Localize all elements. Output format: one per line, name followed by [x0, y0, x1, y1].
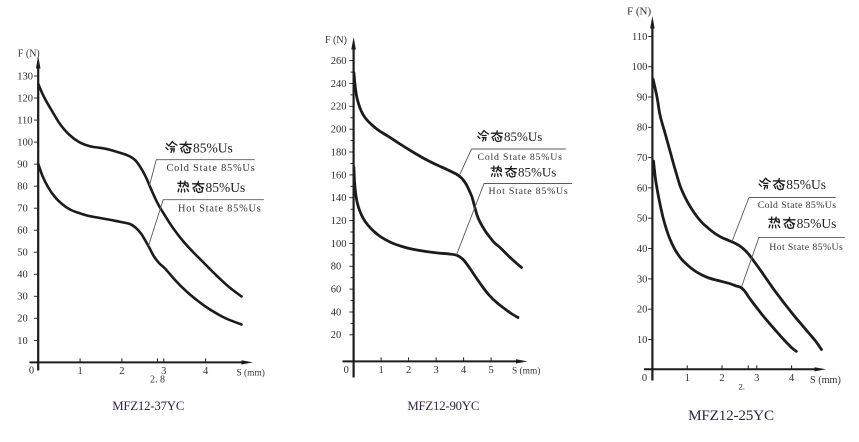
svg-text:140: 140	[331, 193, 347, 204]
svg-text:220: 220	[331, 102, 347, 113]
svg-text:60: 60	[17, 226, 28, 237]
svg-text:2: 2	[719, 373, 724, 384]
svg-text:2: 2	[406, 365, 411, 376]
svg-text:10: 10	[17, 336, 28, 347]
svg-text:90: 90	[17, 160, 28, 171]
svg-text:1: 1	[685, 373, 690, 384]
svg-text:Cold State 85%Us: Cold State 85%Us	[167, 163, 256, 174]
svg-text:MFZ12-37YC: MFZ12-37YC	[112, 399, 184, 413]
svg-text:110: 110	[632, 32, 647, 43]
svg-text:240: 240	[331, 79, 347, 90]
svg-text:4: 4	[789, 373, 795, 384]
svg-text:70: 70	[637, 153, 648, 164]
svg-text:Hot State 85%Us: Hot State 85%Us	[178, 204, 262, 215]
svg-text:85%Us: 85%Us	[786, 177, 826, 192]
svg-text:70: 70	[17, 204, 28, 215]
svg-text:110: 110	[17, 116, 32, 127]
svg-text:3: 3	[433, 365, 438, 376]
svg-text:40: 40	[331, 307, 342, 318]
svg-text:F (N): F (N)	[325, 35, 347, 46]
svg-text:0: 0	[642, 373, 647, 384]
svg-text:MFZ12-25YC: MFZ12-25YC	[688, 407, 774, 424]
svg-text:5: 5	[488, 365, 493, 376]
svg-text:3: 3	[754, 373, 759, 384]
svg-text:20: 20	[17, 314, 28, 325]
svg-text:260: 260	[331, 56, 347, 67]
svg-text:4: 4	[461, 365, 467, 376]
svg-text:85%Us: 85%Us	[206, 180, 246, 195]
svg-text:1: 1	[378, 365, 383, 376]
svg-text:80: 80	[637, 123, 648, 134]
svg-text:0: 0	[29, 366, 34, 377]
svg-text:130: 130	[17, 71, 33, 82]
svg-text:160: 160	[331, 170, 347, 181]
svg-text:80: 80	[17, 182, 28, 193]
svg-text:100: 100	[17, 138, 33, 149]
svg-text:40: 40	[17, 270, 28, 281]
svg-text:2.: 2.	[739, 382, 745, 392]
svg-text:60: 60	[637, 183, 648, 194]
svg-text:30: 30	[17, 292, 28, 303]
svg-text:120: 120	[331, 216, 347, 227]
svg-text:S (mm): S (mm)	[237, 367, 265, 378]
svg-text:0: 0	[344, 365, 349, 376]
svg-text:80: 80	[331, 262, 342, 273]
svg-text:90: 90	[637, 92, 648, 103]
svg-text:40: 40	[637, 244, 648, 255]
svg-text:20: 20	[331, 330, 342, 341]
svg-text:50: 50	[637, 214, 648, 225]
svg-text:MFZ12-90YC: MFZ12-90YC	[407, 399, 479, 413]
svg-text:4: 4	[203, 366, 209, 377]
svg-text:S (mm): S (mm)	[512, 366, 540, 377]
svg-text:85%Us: 85%Us	[797, 216, 837, 231]
svg-text:60: 60	[331, 285, 342, 296]
svg-text:Hot State 85%Us: Hot State 85%Us	[489, 186, 569, 197]
svg-text:Cold State 85%Us: Cold State 85%Us	[478, 152, 563, 163]
svg-text:100: 100	[632, 62, 648, 73]
svg-text:180: 180	[331, 147, 347, 158]
svg-text:F (N): F (N)	[627, 6, 651, 18]
svg-text:10: 10	[637, 335, 648, 346]
svg-text:50: 50	[17, 248, 28, 259]
svg-text:20: 20	[637, 305, 648, 316]
svg-text:S (mm): S (mm)	[810, 375, 841, 386]
svg-text:200: 200	[331, 125, 347, 136]
svg-text:85%Us: 85%Us	[518, 164, 556, 179]
svg-text:Hot State 85%Us: Hot State 85%Us	[769, 242, 843, 253]
svg-text:85%Us: 85%Us	[504, 129, 542, 144]
svg-text:30: 30	[637, 274, 648, 285]
svg-text:F (N): F (N)	[18, 49, 40, 60]
svg-text:85%Us: 85%Us	[193, 140, 233, 155]
svg-text:2. 8: 2. 8	[150, 374, 165, 385]
svg-text:1: 1	[77, 366, 82, 377]
svg-text:100: 100	[331, 239, 347, 250]
svg-text:Cold State 85%Us: Cold State 85%Us	[758, 200, 837, 211]
svg-text:120: 120	[17, 93, 33, 104]
svg-text:2: 2	[119, 366, 124, 377]
svg-text:3: 3	[161, 366, 166, 377]
